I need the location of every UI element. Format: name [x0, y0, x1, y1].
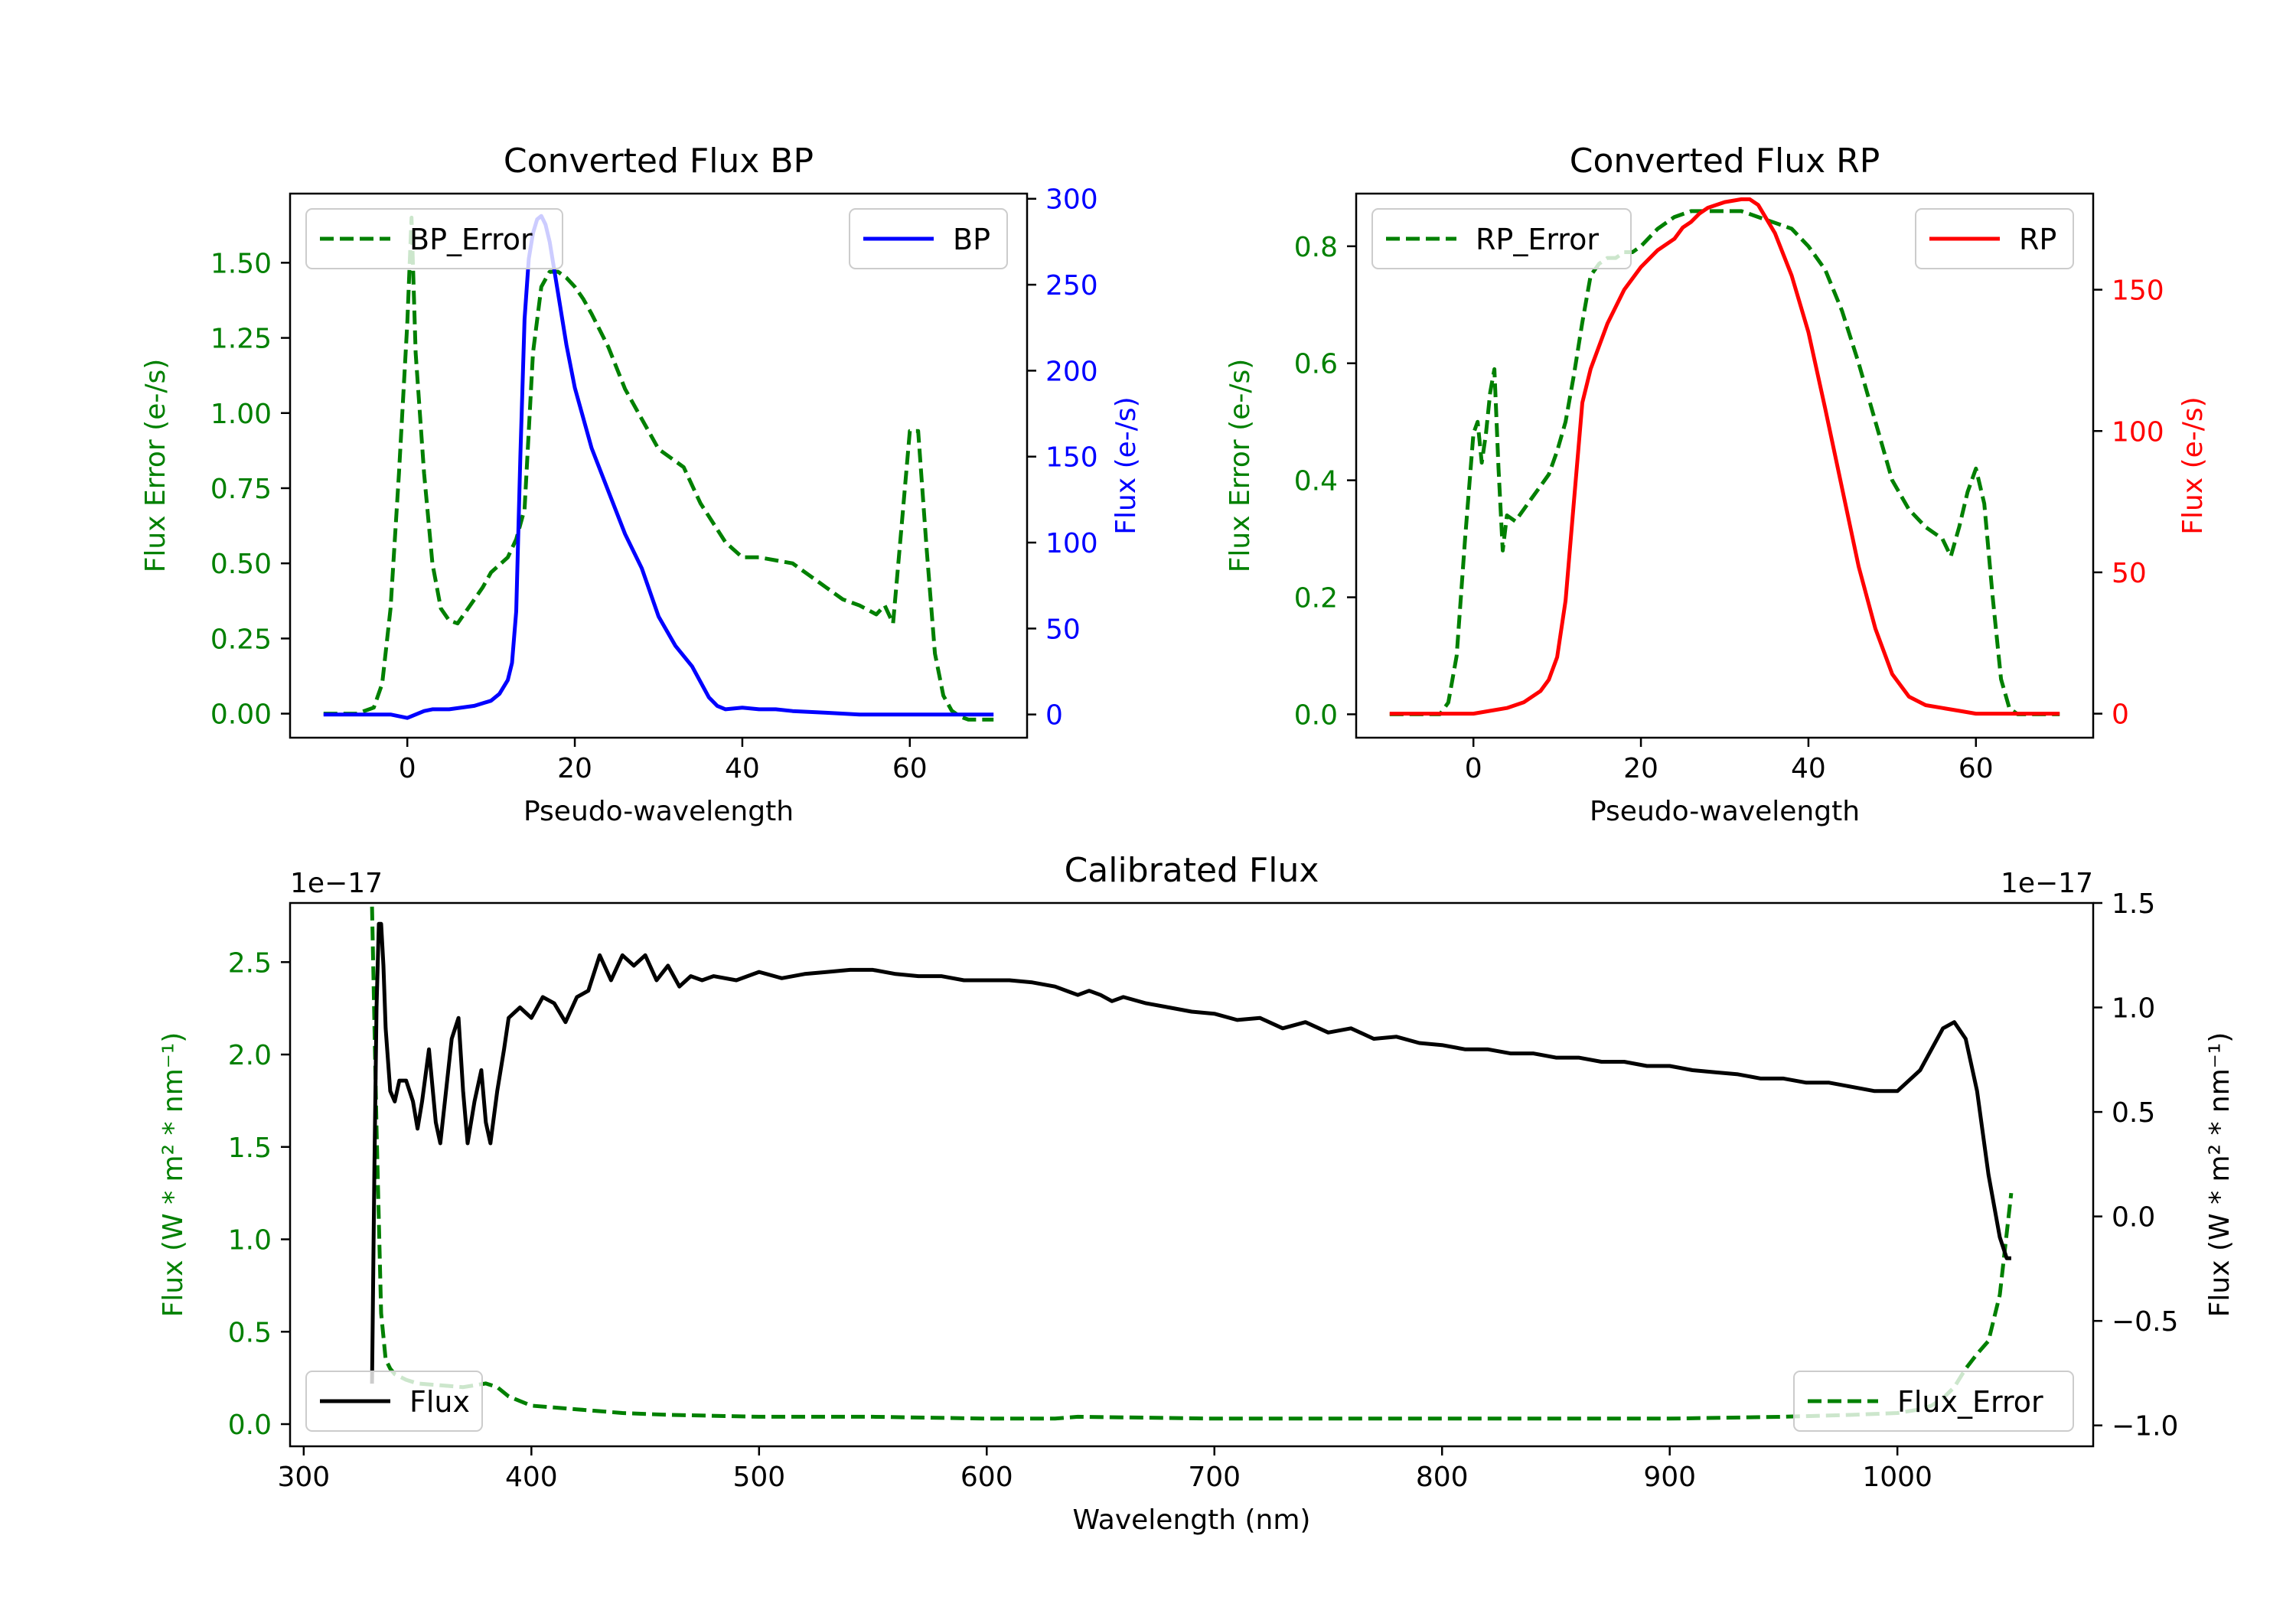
series-line-bp — [323, 214, 994, 720]
y-right-tick-label: 0.0 — [2112, 1202, 2155, 1234]
y-right-axis-label: Flux (W * m² * nm⁻¹) — [2204, 1032, 2236, 1318]
legend-left: RP_Error — [1371, 208, 1632, 269]
x-axis-label: Wavelength (nm) — [1073, 1504, 1311, 1536]
y-right-tick-label: 50 — [1045, 614, 1081, 645]
y-left-tick-label: 0.75 — [210, 474, 272, 505]
legend-left: BP_Error — [305, 208, 563, 269]
axes-frame — [289, 901, 2095, 1448]
x-tick-label: 900 — [1643, 1462, 1696, 1493]
y-left-tick-label: 1.00 — [210, 399, 272, 430]
legend-label: RP — [2019, 223, 2056, 256]
x-tick-label: 500 — [732, 1462, 785, 1493]
offset-text-right: 1e−17 — [2001, 868, 2093, 899]
x-tick-label: 700 — [1188, 1462, 1241, 1493]
y-right-tick-label: 300 — [1045, 184, 1098, 216]
y-left-tick-label: 0.0 — [1294, 699, 1338, 731]
legend-box — [1793, 1371, 2074, 1432]
axes-frame — [289, 192, 1029, 739]
legend-left: Flux — [305, 1371, 483, 1432]
y-left-tick-label: 2.5 — [228, 947, 272, 979]
y-left-tick-label: 0.25 — [210, 624, 272, 655]
y-left-tick-label: 2.0 — [228, 1040, 272, 1071]
legend-right: RP — [1915, 208, 2074, 269]
legend-right: Flux_Error — [1793, 1371, 2074, 1432]
y-left-axis-label: Flux (W * m² * nm⁻¹) — [158, 1032, 189, 1318]
x-tick-label: 20 — [1623, 753, 1658, 784]
y-left-tick-label: 0.5 — [228, 1317, 272, 1348]
y-left-axis-label: Flux Error (e-/s) — [1225, 359, 1256, 573]
x-tick-label: 20 — [557, 753, 592, 784]
series-line-flux — [370, 921, 2011, 1384]
x-tick-label: 400 — [505, 1462, 558, 1493]
y-left-tick-label: 1.5 — [228, 1133, 272, 1164]
y-left-tick-label: 1.50 — [210, 248, 272, 279]
y-left-tick-label: 1.25 — [210, 324, 272, 355]
x-tick-label: 600 — [960, 1462, 1013, 1493]
y-right-tick-label: 100 — [2112, 416, 2164, 448]
x-tick-label: 40 — [725, 753, 760, 784]
y-left-tick-label: 0.8 — [1294, 232, 1338, 263]
y-left-axis-label: Flux Error (e-/s) — [140, 359, 171, 573]
y-right-tick-label: 100 — [1045, 528, 1098, 559]
x-tick-label: 1000 — [1862, 1462, 1932, 1493]
chart-converted-flux-bp: 0 20 40 60 0.00 0.25 0.50 0.75 1.00 1.25 1.50 0 50 10… — [140, 142, 1142, 827]
y-right-tick-label: 150 — [1045, 442, 1098, 474]
y-right-tick-label: 0.5 — [2112, 1097, 2155, 1129]
x-axis-label: Pseudo-wavelength — [523, 796, 794, 827]
legend-label: BP — [953, 223, 990, 256]
y-right-tick-label: 0 — [1045, 700, 1063, 732]
x-tick-label: 60 — [892, 753, 928, 784]
chart-title: Calibrated Flux — [1065, 851, 1319, 890]
axes-frame — [1355, 192, 2095, 739]
legend-box — [1371, 208, 1632, 269]
y-right-tick-label: 0 — [2112, 699, 2129, 731]
y-left-tick-label: 1.0 — [228, 1225, 272, 1257]
y-left-tick-label: 0.2 — [1294, 583, 1338, 614]
legend-label: RP_Error — [1476, 223, 1599, 256]
x-tick-label: 0 — [399, 753, 416, 784]
y-right-tick-label: −1.0 — [2112, 1411, 2178, 1442]
series-line-rp-error — [1389, 209, 2060, 716]
y-right-tick-label: 1.5 — [2112, 888, 2155, 920]
series-line-rp — [1389, 197, 2060, 716]
x-axis-label: Pseudo-wavelength — [1590, 796, 1860, 827]
y-right-axis-label: Flux (e-/s) — [1110, 396, 1142, 534]
y-left-tick-label: 0.00 — [210, 699, 272, 731]
y-right-tick-label: 200 — [1045, 356, 1098, 387]
y-left-tick-label: 0.4 — [1294, 466, 1338, 497]
chart-title: Converted Flux BP — [504, 142, 814, 181]
y-right-tick-label: 1.0 — [2112, 993, 2155, 1025]
chart-converted-flux-rp: 0 20 40 60 0.0 0.2 0.4 0.6 0.8 0 50 100 150 Converted… — [1225, 142, 2209, 827]
x-tick-label: 0 — [1465, 753, 1482, 784]
legend-right: BP — [849, 208, 1008, 269]
legend-label: Flux_Error — [1897, 1385, 2043, 1419]
y-right-tick-label: 50 — [2112, 558, 2147, 589]
legend-label: Flux — [409, 1385, 470, 1419]
x-tick-label: 40 — [1791, 753, 1826, 784]
y-right-axis-label: Flux (e-/s) — [2177, 396, 2209, 534]
y-left-tick-label: 0.50 — [210, 549, 272, 580]
y-left-tick-label: 0.0 — [228, 1410, 272, 1441]
legend-box — [305, 1371, 483, 1432]
offset-text-left: 1e−17 — [290, 868, 383, 899]
y-right-tick-label: 250 — [1045, 270, 1098, 302]
y-right-tick-label: −0.5 — [2112, 1306, 2178, 1338]
legend-box — [305, 208, 563, 269]
y-left-tick-label: 0.6 — [1294, 349, 1338, 380]
chart-calibrated-flux: 300 400 500 600 700 800 900 1000 0.0 0.5 1.0 1.5 2.0… — [158, 851, 2236, 1536]
chart-title: Converted Flux RP — [1570, 142, 1880, 181]
y-right-tick-label: 150 — [2112, 275, 2164, 307]
x-tick-label: 60 — [1958, 753, 1994, 784]
x-tick-label: 300 — [277, 1462, 330, 1493]
x-tick-label: 800 — [1416, 1462, 1469, 1493]
series-line-bp-error — [323, 215, 994, 722]
legend-label: BP_Error — [409, 223, 533, 256]
